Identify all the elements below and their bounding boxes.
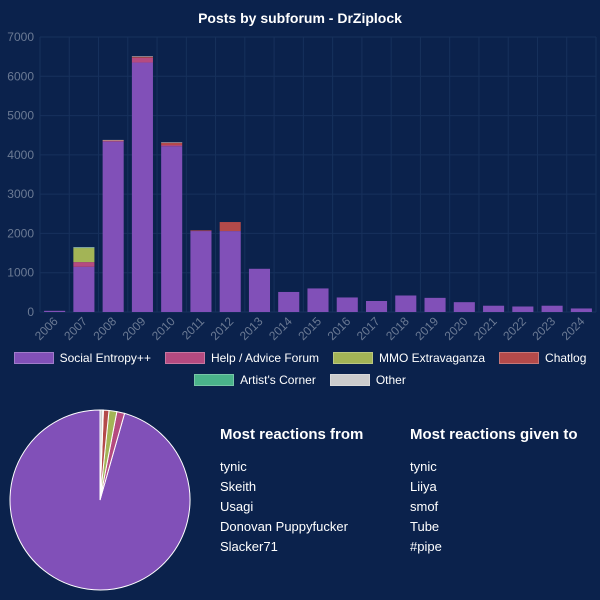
legend-label: MMO Extravaganza [379,351,486,365]
x-tick-label: 2006 [32,314,61,343]
bar-segment [44,310,66,312]
bar-segment [336,297,358,312]
bar-segment [512,306,534,312]
legend-label: Chatlog [545,351,587,365]
bar-segment [190,231,212,312]
bar-segment [131,62,153,313]
x-tick-label: 2018 [383,314,412,343]
bar-segment [219,231,241,312]
bar-segment [248,268,271,312]
bar-segment [541,305,563,312]
x-tick-label: 2016 [325,314,354,343]
legend-item[interactable]: MMO Extravaganza [331,350,487,366]
bar-segment [131,56,153,58]
x-tick-label: 2011 [179,314,207,342]
bar-segment [102,141,124,312]
bar-segment [424,297,446,312]
y-tick-label: 3000 [7,187,34,201]
x-tick-label: 2012 [208,314,237,343]
bar-segment [73,247,95,263]
y-tick-label: 0 [27,305,34,319]
bar-segment [395,295,417,312]
x-tick-label: 2021 [471,314,500,343]
y-tick-label: 1000 [7,266,34,280]
bar-segment [161,142,183,143]
reactions-from-heading: Most reactions from [220,426,364,443]
bar-segment [102,140,124,142]
pie-slice [99,409,104,501]
reactions-from-panel: Most reactions from tynic Skeith Usagi D… [220,426,363,557]
legend-label: Help / Advice Forum [210,351,319,365]
bar-segment [161,142,183,146]
y-tick-label: 7000 [7,30,34,44]
bar-segment [453,302,475,312]
bar-segment [73,247,95,248]
x-tick-label: 2014 [266,314,295,343]
legend-label: Social Entropy++ [59,351,151,365]
x-tick-label: 2022 [500,314,529,343]
legend-label: Artist's Corner [240,373,316,387]
x-tick-label: 2008 [90,314,119,343]
legend-swatch [329,374,370,386]
bar-segment [73,247,95,249]
y-tick-label: 6000 [7,69,34,83]
bar-segment [190,230,212,232]
legend-item[interactable]: Help / Advice Forum [163,350,321,366]
bar-segment [161,145,183,147]
bar-segment [161,146,183,312]
x-tick-label: 2015 [295,314,324,343]
legend-swatch [194,374,235,386]
reactions-given-item: smof [410,499,439,514]
reactions-given-item: tynic [410,459,437,474]
bar-segment [73,262,95,267]
legend-item[interactable]: Artist's Corner [192,372,318,388]
x-tick-label: 2023 [529,314,558,343]
legend-swatch [164,352,205,364]
reactions-from-item: Donovan Puppyfucker [220,519,348,534]
x-tick-label: 2017 [354,314,383,343]
reactions-given-panel: Most reactions given to tynic Liiya smof… [410,426,578,557]
bar-segment [219,222,241,232]
legend-item[interactable]: Chatlog [497,350,588,366]
bar-segment [483,305,505,312]
legend-swatch [499,352,540,364]
reactions-from-item: Skeith [220,479,257,494]
reactions-from-item: Usagi [220,499,254,514]
chart-legend: Social Entropy++ Help / Advice Forum MMO E… [0,350,600,388]
reactions-given-item: Liiya [410,479,437,494]
x-tick-label: 2010 [149,314,178,343]
bar-segment [73,266,95,312]
bar-segment [102,139,124,141]
chart-title: Posts by subforum - DrZiplock [198,10,402,26]
bar-segment [307,288,329,312]
x-tick-label: 2024 [559,314,588,343]
bar-segment [190,230,212,231]
bar-segment [102,141,124,142]
legend-item[interactable]: Other [328,372,408,388]
legend-swatch [333,352,373,364]
x-tick-label: 2007 [61,314,90,343]
x-tick-label: 2013 [237,314,266,343]
x-tick-label: 2019 [412,314,441,343]
bar-chart: Posts by subforum - DrZiplock 0 1000 2000 30… [7,10,597,343]
bar-segment [570,308,592,312]
y-tick-label: 2000 [7,226,34,240]
bar-segment [131,57,153,63]
x-tick-label: 2009 [120,314,149,343]
legend-item[interactable]: Social Entropy++ [12,350,153,366]
bar-segment [365,301,388,312]
reactions-given-item: #pipe [410,539,442,554]
reactions-given-item: Tube [410,519,440,534]
pie-chart [9,409,191,591]
bar-segment [278,291,300,312]
bar-segment [131,56,153,57]
legend-swatch [13,352,54,364]
y-tick-label: 4000 [7,148,34,162]
reactions-from-item: tynic [220,459,247,474]
legend-label: Other [375,373,406,387]
reactions-from-item: Slacker71 [220,539,278,554]
x-tick-label: 2020 [442,314,471,343]
y-tick-label: 5000 [7,109,34,123]
reactions-given-heading: Most reactions given to [410,426,578,443]
